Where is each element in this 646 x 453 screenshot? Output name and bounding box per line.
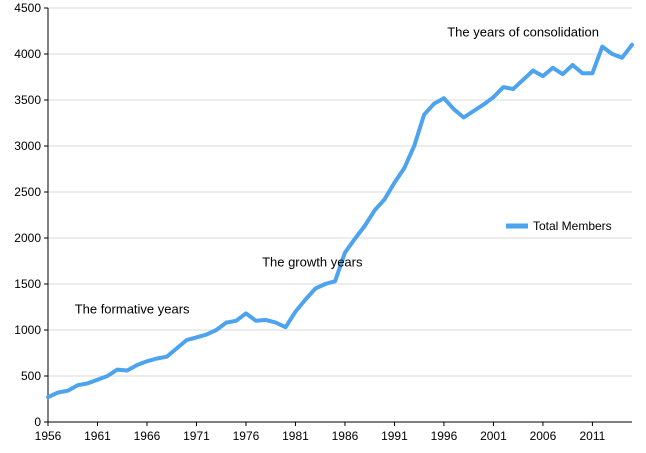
data-point-1960 (86, 382, 89, 385)
data-point-2011 (591, 72, 594, 75)
data-point-1964 (126, 369, 129, 372)
data-point-2015 (631, 43, 634, 46)
data-point-1975 (235, 319, 238, 322)
x-tick-label-1981: 1981 (282, 429, 309, 443)
data-point-1957 (56, 391, 59, 394)
data-point-2005 (532, 69, 535, 72)
data-point-2006 (541, 75, 544, 78)
annotation-3: The years of consolidation (447, 25, 599, 40)
data-point-2009 (571, 64, 574, 67)
x-tick-label-1986: 1986 (332, 429, 359, 443)
data-point-2007 (551, 66, 554, 69)
data-point-1989 (373, 209, 376, 212)
y-tick-label-2000: 2000 (14, 231, 41, 245)
y-tick-label-4500: 4500 (14, 1, 41, 15)
data-point-2008 (561, 73, 564, 76)
data-point-1992 (403, 167, 406, 170)
data-point-1956 (47, 396, 50, 399)
data-point-1990 (383, 198, 386, 201)
data-point-2001 (492, 96, 495, 99)
data-point-1973 (215, 329, 218, 332)
y-tick-label-4000: 4000 (14, 47, 41, 61)
data-point-2012 (601, 45, 604, 48)
data-point-1995 (433, 102, 436, 105)
data-point-2003 (512, 87, 515, 90)
y-tick-label-2500: 2500 (14, 185, 41, 199)
x-tick-label-2006: 2006 (530, 429, 557, 443)
data-point-1994 (423, 113, 426, 116)
data-point-1999 (472, 110, 475, 113)
x-tick-label-2011: 2011 (580, 429, 606, 443)
y-tick-label-1500: 1500 (14, 277, 41, 291)
data-point-2014 (621, 56, 624, 59)
data-point-1972 (205, 333, 208, 336)
data-point-1993 (413, 145, 416, 148)
data-point-2002 (502, 86, 505, 89)
data-point-2010 (581, 72, 584, 75)
data-point-1971 (195, 336, 198, 339)
legend-label-total-members: Total Members (533, 219, 612, 233)
data-point-1959 (76, 384, 79, 387)
y-tick-label-1000: 1000 (14, 323, 41, 337)
axes (48, 8, 632, 422)
data-point-1977 (254, 319, 257, 322)
x-axis-ticks: 1956 1961 1966 1971 1976 1981 1986 1991 1996 2001… (35, 422, 606, 443)
data-point-1979 (274, 321, 277, 324)
data-point-1965 (136, 363, 139, 366)
data-point-1974 (225, 321, 228, 324)
x-tick-label-1961: 1961 (84, 429, 111, 443)
x-tick-label-1991: 1991 (381, 429, 408, 443)
legend: Total Members (506, 219, 612, 233)
data-point-1982 (304, 298, 307, 301)
x-tick-label-1956: 1956 (35, 429, 62, 443)
data-point-1962 (106, 375, 109, 378)
y-axis-ticks: 0 500 1000 1500 2000 2500 3000 3500 4000 4500 (14, 1, 48, 429)
data-point-1969 (175, 347, 178, 350)
data-point-1978 (264, 318, 267, 321)
annotation-2: The growth years (262, 255, 363, 270)
data-point-1998 (462, 116, 465, 119)
data-point-1970 (185, 339, 188, 342)
data-point-1961 (96, 378, 99, 381)
data-point-1976 (244, 312, 247, 315)
x-tick-label-1966: 1966 (134, 429, 161, 443)
x-tick-label-1971: 1971 (183, 429, 210, 443)
data-point-1980 (284, 326, 287, 329)
data-point-1967 (155, 357, 158, 360)
data-point-1985 (334, 280, 337, 283)
data-point-1991 (393, 181, 396, 184)
data-point-2004 (522, 78, 525, 81)
annotation-1: The formative years (75, 301, 190, 316)
data-point-1996 (442, 97, 445, 100)
data-point-1963 (116, 368, 119, 371)
data-point-1966 (145, 360, 148, 363)
data-point-1984 (324, 283, 327, 286)
data-point-1981 (294, 310, 297, 313)
data-point-1988 (363, 225, 366, 228)
data-point-1958 (66, 389, 69, 392)
x-tick-label-1996: 1996 (431, 429, 458, 443)
line-chart: 1956 1961 1966 1971 1976 1981 1986 1991 1996 2001… (0, 0, 646, 453)
data-point-2000 (482, 103, 485, 106)
y-tick-label-0: 0 (34, 415, 41, 429)
y-tick-label-500: 500 (21, 369, 41, 383)
data-point-2013 (611, 53, 614, 56)
y-tick-label-3000: 3000 (14, 139, 41, 153)
y-tick-label-3500: 3500 (14, 93, 41, 107)
data-point-1968 (165, 355, 168, 358)
x-tick-label-2001: 2001 (480, 429, 507, 443)
data-point-1983 (314, 287, 317, 290)
x-tick-label-1976: 1976 (233, 429, 260, 443)
data-point-1997 (452, 108, 455, 111)
data-point-1987 (353, 237, 356, 240)
gridlines (48, 8, 632, 376)
